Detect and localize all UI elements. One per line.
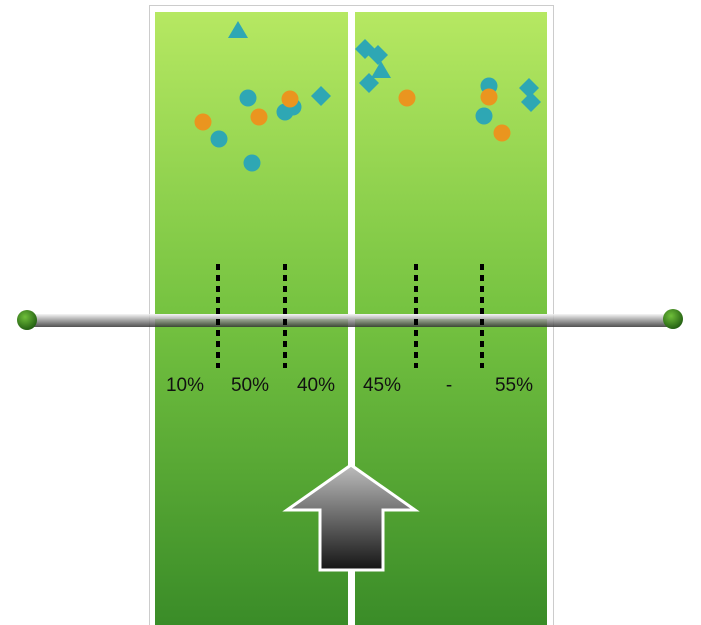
diamond-marker: [519, 78, 539, 98]
diamond-marker: [368, 45, 388, 65]
markers: [194, 21, 541, 172]
circle-marker: [480, 88, 498, 106]
slider-knob[interactable]: [663, 309, 683, 329]
circle-marker: [250, 108, 268, 126]
slider-knob[interactable]: [17, 310, 37, 330]
circle-marker: [493, 124, 511, 142]
diamond-marker: [311, 86, 331, 106]
percent-label: 55%: [495, 375, 533, 396]
percent-label: -: [446, 375, 452, 396]
circle-marker: [398, 89, 416, 107]
orange-markers: [194, 88, 511, 142]
slider-track[interactable]: [22, 314, 676, 327]
diamond-marker: [359, 73, 379, 93]
circle-marker: [194, 113, 212, 131]
triangle-marker: [371, 61, 391, 78]
percent-label: 10%: [166, 375, 204, 396]
diamond-marker: [521, 92, 541, 112]
circle-marker: [281, 90, 299, 108]
percent-label: 40%: [297, 375, 335, 396]
circle-marker: [210, 130, 228, 148]
circle-marker: [239, 89, 257, 107]
circle-marker: [475, 107, 493, 125]
percent-label: 50%: [231, 375, 269, 396]
direction-arrow[interactable]: [282, 463, 420, 572]
percent-label: 45%: [363, 375, 401, 396]
triangle-marker: [228, 21, 248, 38]
circle-marker: [243, 154, 261, 172]
